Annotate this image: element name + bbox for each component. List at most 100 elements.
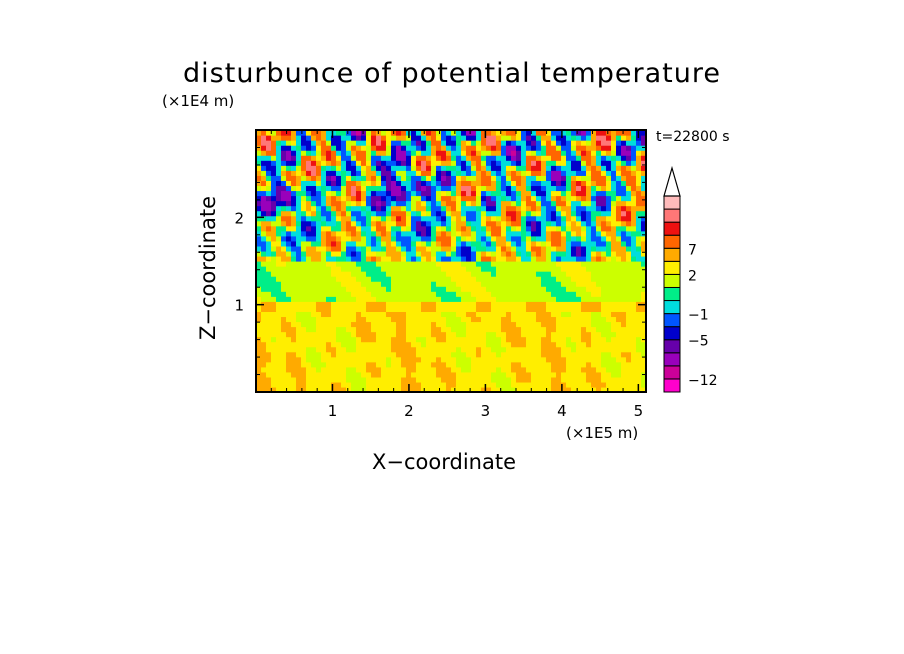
field-cell xyxy=(526,205,532,212)
field-cell xyxy=(551,381,557,388)
field-cell xyxy=(436,301,442,307)
field-cell xyxy=(456,245,462,252)
field-cell xyxy=(541,276,547,282)
field-cell xyxy=(521,271,527,277)
field-cell xyxy=(326,261,332,267)
field-cell xyxy=(401,286,407,292)
field-cell xyxy=(446,180,452,187)
field-cell xyxy=(286,255,292,262)
field-cell xyxy=(271,356,277,363)
field-cell xyxy=(636,346,642,353)
field-cell xyxy=(466,190,472,197)
field-cell xyxy=(501,130,507,136)
field-cell xyxy=(621,255,627,262)
field-cell xyxy=(476,261,482,267)
field-cell xyxy=(466,281,472,287)
field-cell xyxy=(476,321,482,328)
field-cell xyxy=(471,195,477,202)
field-cell xyxy=(326,376,332,383)
field-cell xyxy=(456,356,462,363)
field-cell xyxy=(601,326,607,333)
x-tick-label: 4 xyxy=(557,402,567,420)
field-cell xyxy=(411,336,417,343)
field-cell xyxy=(476,255,482,262)
field-cell xyxy=(516,145,522,151)
field-cell xyxy=(501,210,507,217)
field-cell xyxy=(616,341,622,348)
field-cell xyxy=(476,381,482,388)
field-cell xyxy=(591,271,597,277)
field-cell xyxy=(476,346,482,353)
field-cell xyxy=(331,331,337,338)
field-cell xyxy=(561,351,567,358)
field-cell xyxy=(591,361,597,368)
field-cell xyxy=(351,316,357,323)
field-cell xyxy=(536,321,542,328)
field-cell xyxy=(506,336,512,343)
field-cell xyxy=(511,366,517,373)
field-cell xyxy=(336,311,342,318)
field-cell xyxy=(396,271,402,277)
field-cell xyxy=(641,306,647,312)
field-cell xyxy=(371,356,377,363)
field-cell xyxy=(396,185,402,192)
field-cell xyxy=(591,261,597,267)
field-cell xyxy=(531,281,537,287)
field-cell xyxy=(416,150,422,156)
field-cell xyxy=(341,311,347,318)
field-cell xyxy=(581,266,587,272)
field-cell xyxy=(431,261,437,267)
field-cell xyxy=(311,281,317,287)
field-cell xyxy=(471,130,477,136)
field-cell xyxy=(611,235,617,242)
field-cell xyxy=(421,160,427,166)
field-cell xyxy=(466,346,472,353)
field-cell xyxy=(386,371,392,378)
field-cell xyxy=(371,185,377,192)
field-cell xyxy=(541,306,547,312)
field-cell xyxy=(511,326,517,333)
field-cell xyxy=(431,286,437,292)
field-cell xyxy=(541,160,547,166)
field-cell xyxy=(456,190,462,197)
field-cell xyxy=(376,155,382,161)
field-cell xyxy=(511,306,517,312)
field-cell xyxy=(391,250,397,257)
field-cell xyxy=(531,175,537,181)
field-cell xyxy=(366,190,372,197)
field-cell xyxy=(436,140,442,146)
field-cell xyxy=(576,210,582,217)
field-cell xyxy=(396,155,402,161)
field-cell xyxy=(271,286,277,292)
field-cell xyxy=(396,140,402,146)
field-cell xyxy=(316,195,322,202)
field-cell xyxy=(576,361,582,368)
field-cell xyxy=(466,230,472,237)
field-cell xyxy=(406,356,412,363)
field-cell xyxy=(376,190,382,197)
field-cell xyxy=(391,215,397,222)
field-cell xyxy=(641,140,647,146)
field-cell xyxy=(426,316,432,323)
field-cell xyxy=(546,271,552,277)
field-cell xyxy=(506,261,512,267)
field-cell xyxy=(491,220,497,227)
field-cell xyxy=(261,225,267,232)
field-cell xyxy=(506,215,512,222)
field-cell xyxy=(526,321,532,328)
field-cell xyxy=(511,200,517,207)
field-cell xyxy=(591,311,597,318)
field-cell xyxy=(491,180,497,187)
field-cell xyxy=(526,155,532,161)
field-cell xyxy=(511,180,517,187)
field-cell xyxy=(496,255,502,262)
field-cell xyxy=(481,266,487,272)
field-cell xyxy=(316,140,322,146)
field-cell xyxy=(436,311,442,318)
field-cell xyxy=(261,346,267,353)
field-cell xyxy=(311,271,317,277)
field-cell xyxy=(506,286,512,292)
field-cell xyxy=(631,245,637,252)
field-cell xyxy=(541,331,547,338)
field-cell xyxy=(326,361,332,368)
